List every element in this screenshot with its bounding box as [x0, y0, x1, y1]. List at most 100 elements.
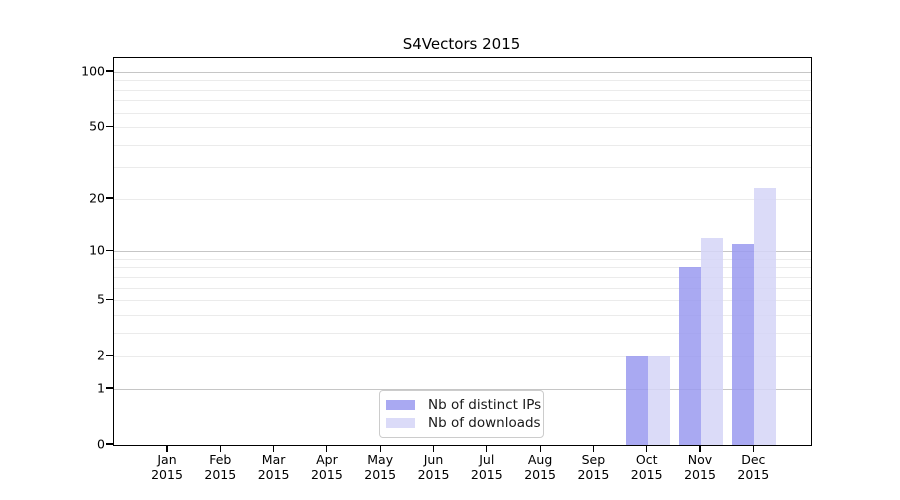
gridline-minor	[114, 80, 811, 82]
gridline-major	[114, 388, 811, 390]
legend-label: Nb of distinct IPs	[428, 397, 542, 413]
gridline-minor	[114, 258, 811, 260]
y-tick-label: 20	[89, 190, 105, 206]
bars-layer	[114, 58, 811, 445]
x-tick-label: Feb 2015	[188, 452, 252, 483]
x-tick-label: Mar 2015	[242, 452, 306, 483]
x-tick-label: Apr 2015	[295, 452, 359, 483]
x-tick-month: Oct	[635, 452, 658, 467]
x-tick-label: Nov 2015	[668, 452, 732, 483]
x-tick-mark	[166, 445, 168, 452]
y-tick-mark	[106, 125, 113, 127]
y-tick-mark	[106, 197, 113, 199]
gridline-minor	[114, 127, 811, 129]
bar-downloads	[701, 237, 723, 445]
x-tick-year: 2015	[417, 467, 450, 483]
x-tick-year: 2015	[684, 467, 716, 483]
bar-distinct-ips	[679, 267, 701, 445]
x-tick-label: Dec 2015	[721, 452, 785, 483]
gridline-minor	[114, 100, 811, 102]
grid-layer	[114, 58, 811, 445]
x-tick-label: Sep 2015	[561, 452, 625, 483]
x-tick-mark	[646, 445, 648, 452]
gridline-major	[114, 71, 811, 73]
y-tick-label: 2	[97, 347, 105, 363]
x-tick-mark	[539, 445, 541, 452]
y-tick-label: 0	[97, 436, 105, 452]
gridline-minor	[114, 332, 811, 334]
x-tick-month: Sep	[581, 452, 606, 467]
x-tick-year: 2015	[151, 467, 183, 483]
gridline-minor	[114, 167, 811, 169]
x-tick-label: Jan 2015	[135, 452, 199, 483]
x-tick-month: Nov	[687, 452, 713, 467]
gridline-minor	[114, 276, 811, 278]
gridline-minor	[114, 144, 811, 146]
x-tick-year: 2015	[737, 467, 770, 483]
x-tick-mark	[219, 445, 221, 452]
x-tick-label: May 2015	[348, 452, 412, 483]
x-tick-month: Dec	[741, 452, 766, 467]
x-tick-month: Mar	[261, 452, 286, 467]
x-tick-mark	[592, 445, 594, 452]
x-tick-mark	[699, 445, 701, 452]
x-tick-month: Aug	[527, 452, 553, 467]
x-tick-year: 2015	[257, 467, 290, 483]
x-tick-mark	[379, 445, 381, 452]
bar-downloads	[754, 188, 777, 445]
y-tick-mark	[106, 298, 113, 300]
gridline-minor	[114, 267, 811, 269]
legend-row: Nb of downloads	[386, 414, 541, 432]
y-tick-mark	[106, 70, 113, 72]
x-tick-month: Jun	[423, 452, 444, 467]
legend-row: Nb of distinct IPs	[386, 396, 541, 414]
x-tick-year: 2015	[470, 467, 503, 483]
x-tick-mark	[326, 445, 328, 452]
x-tick-year: 2015	[577, 467, 610, 483]
x-tick-year: 2015	[204, 467, 237, 483]
x-tick-year: 2015	[364, 467, 397, 483]
y-tick-label: 100	[81, 63, 105, 79]
gridline-minor	[114, 112, 811, 114]
gridline-major	[114, 251, 811, 253]
y-tick-label: 5	[97, 291, 105, 307]
y-tick-mark	[106, 443, 113, 445]
y-tick-mark	[106, 249, 113, 251]
legend-swatch-distinct-ips	[386, 399, 415, 411]
bar-distinct-ips	[625, 356, 648, 445]
y-tick-label: 50	[89, 118, 105, 134]
x-tick-month: Apr	[316, 452, 338, 467]
y-tick-label: 10	[89, 242, 105, 258]
bar-downloads	[647, 356, 670, 445]
y-tick-label: 1	[97, 380, 105, 396]
gridline-minor	[114, 314, 811, 316]
gridline-minor	[114, 198, 811, 200]
x-tick-month: Jan	[157, 452, 177, 467]
x-tick-label: Aug 2015	[508, 452, 572, 483]
y-tick-mark	[106, 387, 113, 389]
x-tick-month: May	[367, 452, 394, 467]
plot-area	[113, 57, 812, 446]
x-tick-mark	[432, 445, 435, 452]
x-tick-month: Feb	[209, 452, 232, 467]
gridline-minor	[114, 300, 811, 302]
bar-distinct-ips	[732, 244, 755, 445]
gridline-minor	[114, 287, 811, 289]
chart-title: S4Vectors 2015	[402, 35, 521, 53]
x-tick-year: 2015	[310, 467, 343, 483]
legend-label: Nb of downloads	[428, 415, 541, 431]
x-tick-label: Oct 2015	[615, 452, 679, 483]
x-tick-label: Jul 2015	[455, 452, 519, 483]
gridline-minor	[114, 356, 811, 358]
legend: Nb of distinct IPs Nb of downloads	[379, 390, 544, 438]
x-tick-label: Jun 2015	[402, 452, 466, 483]
y-tick-mark	[106, 354, 113, 356]
x-tick-year: 2015	[524, 467, 556, 483]
x-tick-mark	[486, 445, 488, 452]
x-tick-mark	[752, 445, 754, 452]
legend-swatch-downloads	[386, 417, 415, 429]
x-tick-year: 2015	[630, 467, 663, 483]
gridline-minor	[114, 89, 811, 91]
x-tick-mark	[273, 445, 275, 452]
